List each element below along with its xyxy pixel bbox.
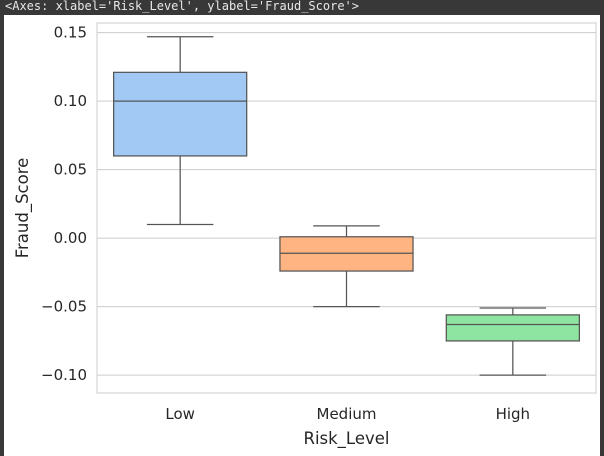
figure: 0.15 0.10 0.05 0.00 −0.05 −0.10 Low Medium High… bbox=[4, 15, 600, 456]
axes-frame bbox=[96, 22, 597, 394]
x-tick-label: Low bbox=[165, 405, 195, 423]
y-axis-label: Fraud_Score bbox=[13, 158, 33, 259]
x-axis-label: Risk_Level bbox=[303, 429, 389, 449]
x-tick-labels: Low Medium High bbox=[165, 405, 530, 423]
y-tick-label: 0.00 bbox=[54, 229, 87, 247]
iqr-box bbox=[113, 71, 248, 157]
box-series bbox=[113, 36, 580, 376]
y-tick-label: −0.05 bbox=[41, 298, 87, 316]
box-high bbox=[445, 307, 580, 376]
box-plot-chart: 0.15 0.10 0.05 0.00 −0.05 −0.10 Low Medium High… bbox=[13, 22, 597, 449]
y-tick-label: −0.10 bbox=[41, 366, 87, 384]
x-tick-label: Medium bbox=[317, 405, 377, 423]
y-tick-label: 0.15 bbox=[54, 24, 87, 42]
y-tick-label: 0.05 bbox=[54, 161, 87, 179]
iqr-box bbox=[445, 314, 580, 342]
y-tick-label: 0.10 bbox=[54, 92, 87, 110]
output-header: <Axes: xlabel='Risk_Level', ylabel='Frau… bbox=[0, 0, 604, 14]
axes-repr-text: <Axes: xlabel='Risk_Level', ylabel='Frau… bbox=[5, 0, 360, 13]
box-low bbox=[113, 36, 248, 226]
box-medium bbox=[279, 225, 414, 308]
x-tick-label: High bbox=[496, 405, 530, 423]
y-tick-labels: 0.15 0.10 0.05 0.00 −0.05 −0.10 bbox=[41, 24, 87, 385]
iqr-box bbox=[279, 236, 414, 272]
